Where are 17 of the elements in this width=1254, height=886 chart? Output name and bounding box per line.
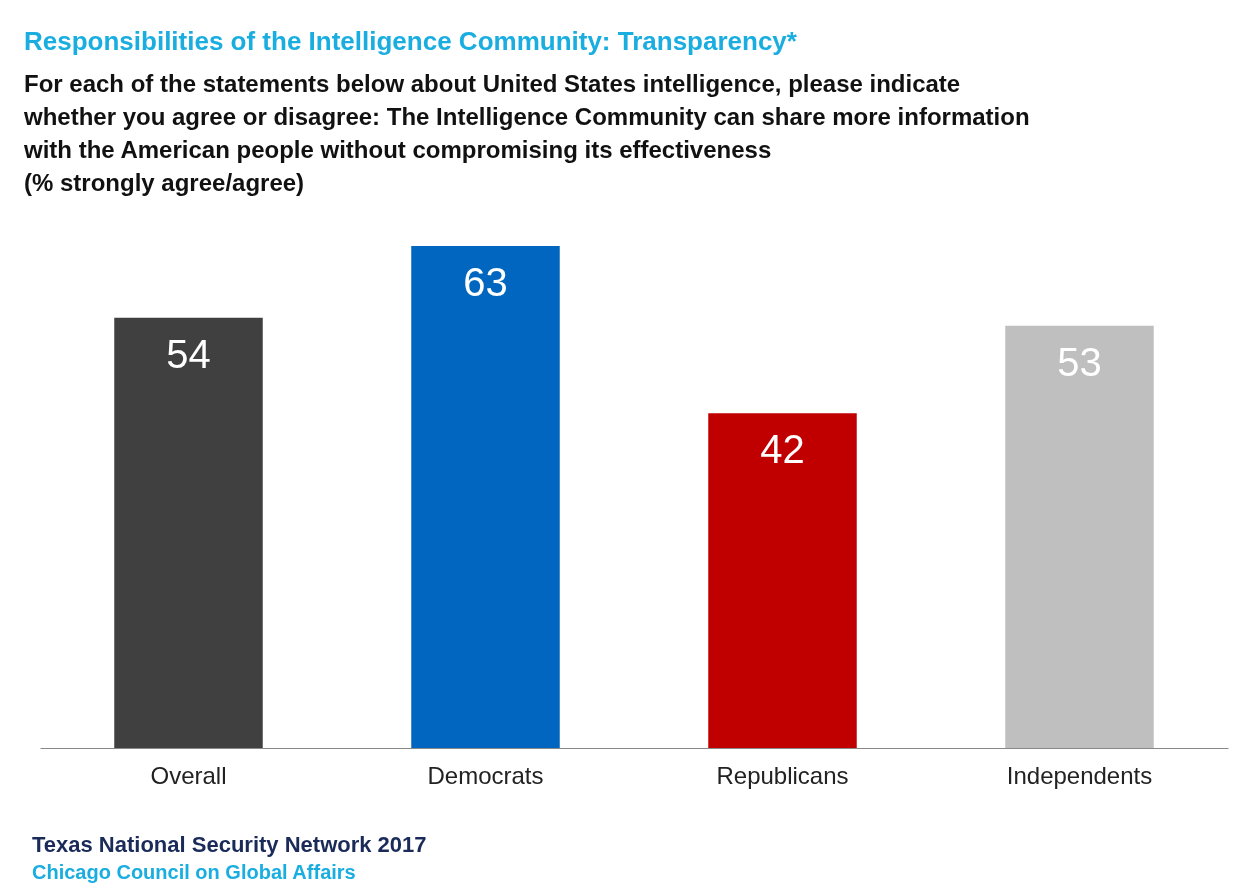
- text: Chicago Council on Global Affairs: [32, 861, 356, 883]
- chart-subtitle: For each of the statements below about United States intelligence, please indicate whether you agree or disagree: The Intelligence Community can share more information with the American people without compromising its effectiveness: [23, 70, 1030, 163]
- text: Texas National Security Network 2017: [32, 832, 427, 857]
- y-axis-title: (% strongly agree/agree): [24, 169, 305, 196]
- x-tick-label: Republicans: [716, 761, 849, 789]
- data-label: 53: [1057, 339, 1102, 384]
- bar: [708, 413, 857, 748]
- bar: [114, 317, 263, 748]
- chart-title: Responsibilities of the Intelligence Community: Transparency*: [24, 26, 798, 56]
- data-label: 54: [166, 331, 211, 376]
- x-tick-label: Overall: [150, 761, 227, 789]
- data-label: 63: [463, 260, 508, 304]
- data-label: 42: [760, 427, 805, 472]
- x-tick-label: Democrats: [427, 761, 544, 789]
- x-tick-label: Independents: [1006, 761, 1153, 789]
- bar: [1005, 325, 1154, 748]
- bar: [411, 246, 560, 748]
